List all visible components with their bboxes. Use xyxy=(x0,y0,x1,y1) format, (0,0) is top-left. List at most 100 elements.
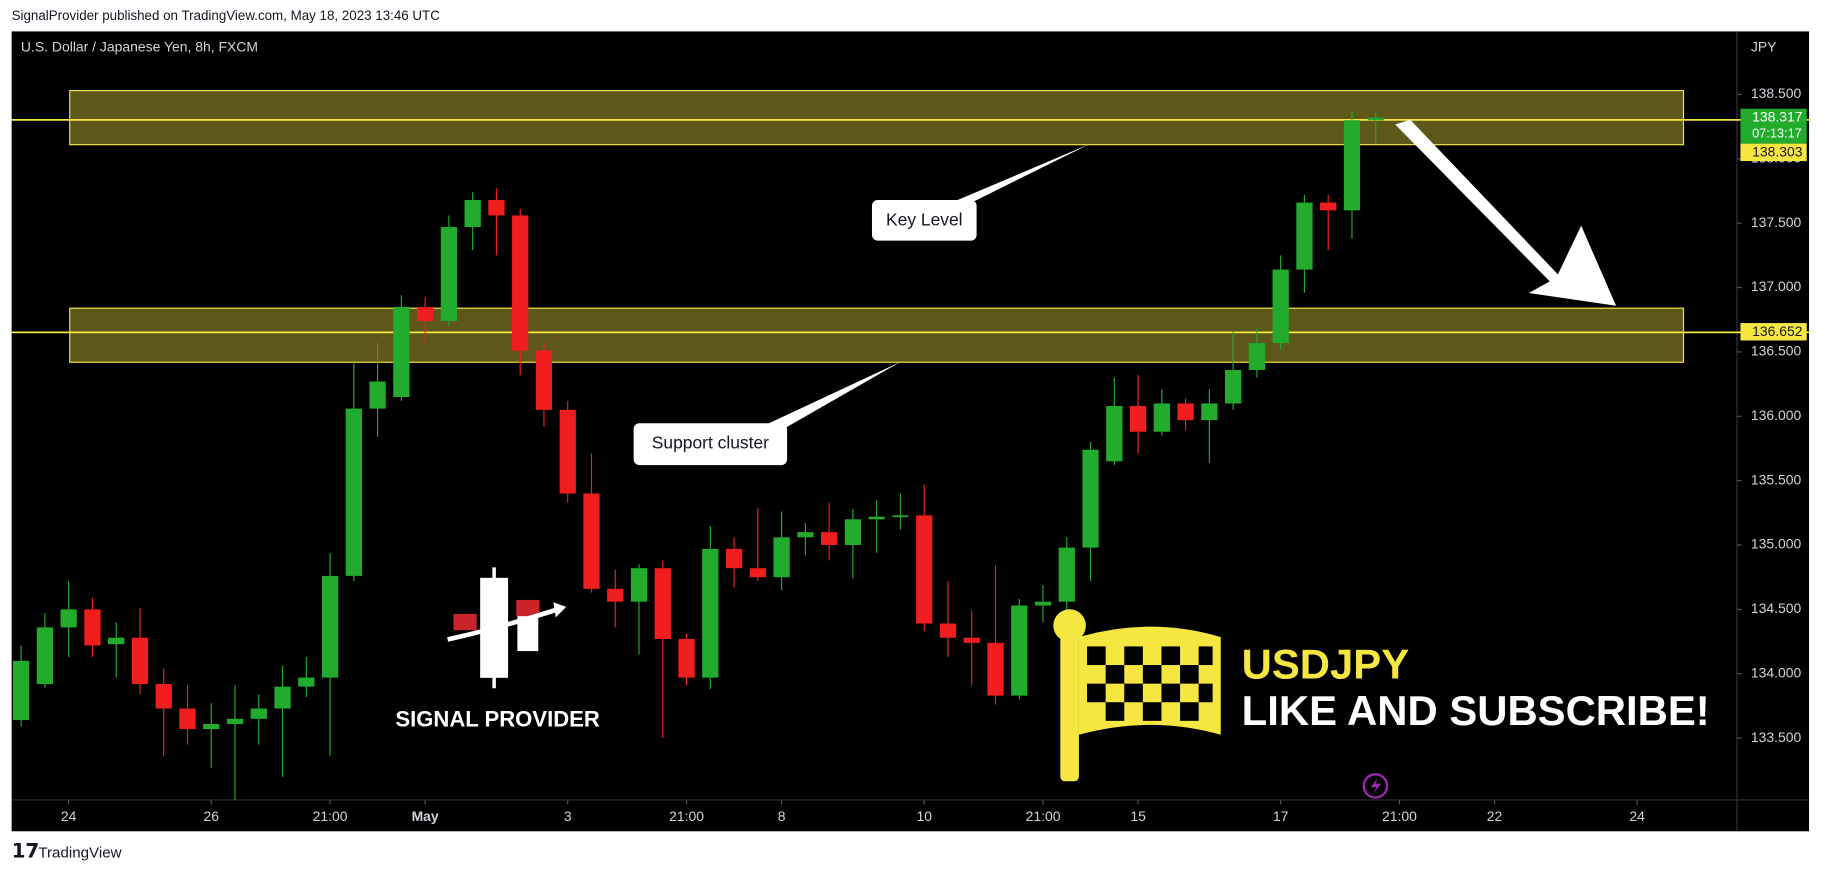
level-label-box xyxy=(1740,143,1807,162)
candle-body xyxy=(1272,269,1289,343)
candle-body xyxy=(179,708,196,730)
candle-body xyxy=(36,627,54,685)
annotation: Key Level xyxy=(886,210,963,230)
candle-body xyxy=(369,381,386,409)
candle-body xyxy=(630,568,648,602)
x-tick-label: 22 xyxy=(1487,808,1503,824)
y-tick-label: 138.500 xyxy=(1751,85,1802,101)
candle-body xyxy=(535,350,553,410)
candle-body xyxy=(440,227,458,322)
candle-body xyxy=(512,215,529,351)
footer: TradingView xyxy=(38,844,121,861)
candle-body xyxy=(321,575,339,678)
candle-body xyxy=(84,609,101,646)
candle-body xyxy=(226,718,244,724)
annotation: Support cluster xyxy=(652,433,769,453)
candle-body xyxy=(464,200,481,228)
symbol-text: USDJPY xyxy=(1242,640,1410,687)
candle-body xyxy=(654,568,671,639)
candle-body xyxy=(559,409,576,494)
replay-icon[interactable] xyxy=(1362,773,1389,799)
candle-body xyxy=(963,637,980,643)
cta-text: LIKE AND SUBSCRIBE! xyxy=(1242,687,1710,734)
x-tick-label: May xyxy=(412,808,439,824)
candle-body xyxy=(1106,405,1123,462)
candle-body xyxy=(1082,449,1099,548)
candle-body xyxy=(1153,403,1170,432)
header: SignalProvider published on TradingView.… xyxy=(12,8,441,23)
y-tick-label: 133.500 xyxy=(1751,729,1802,745)
candle-body xyxy=(678,638,695,678)
candle-body xyxy=(393,306,410,397)
candle-body xyxy=(203,723,220,730)
footer-logo: 𝟭𝟳 xyxy=(12,840,39,862)
last-price-label: 138.317 xyxy=(1752,109,1803,125)
candle-body xyxy=(416,306,434,322)
x-tick-label: 3 xyxy=(564,808,572,824)
callout-box xyxy=(871,199,977,241)
candle-body xyxy=(987,642,1004,696)
x-tick-label: 15 xyxy=(1130,808,1146,824)
candle-body xyxy=(1320,202,1337,211)
x-tick-label: 24 xyxy=(61,808,77,824)
zone xyxy=(69,307,1685,363)
y-tick-label: 134.500 xyxy=(1751,600,1802,616)
y-tick-label: 136.500 xyxy=(1751,343,1802,359)
candle-body xyxy=(1343,120,1361,211)
y-tick-label: 134.000 xyxy=(1751,664,1802,680)
candle-body xyxy=(607,588,624,602)
replay-icon-bolt xyxy=(1370,777,1382,795)
y-tick-label: 137.500 xyxy=(1751,214,1802,230)
candle-body xyxy=(1225,369,1242,404)
y-tick-label: 135.500 xyxy=(1751,471,1802,487)
candle-body xyxy=(488,200,505,216)
candle-body xyxy=(821,532,838,546)
level-label-box xyxy=(1740,323,1807,341)
chart-background xyxy=(11,31,1810,832)
candle-body xyxy=(797,532,814,538)
candle-body xyxy=(583,493,600,589)
candle-body xyxy=(298,677,315,687)
candle-body xyxy=(868,516,885,520)
candle-body xyxy=(345,408,362,576)
y-tick-label: 136.000 xyxy=(1751,407,1802,423)
candle-body xyxy=(1201,403,1218,421)
candle-body xyxy=(1248,342,1266,370)
last-price-box xyxy=(1740,108,1807,144)
x-tick-label: 17 xyxy=(1273,808,1289,824)
candle-body xyxy=(749,568,766,578)
candle-body xyxy=(250,708,267,719)
x-tick-label: 21:00 xyxy=(1382,808,1417,824)
x-tick-label: 21:00 xyxy=(669,808,704,824)
candle-body xyxy=(844,519,862,546)
candle-body xyxy=(1296,202,1313,270)
logo xyxy=(447,567,567,689)
level-label: 138.303 xyxy=(1752,144,1803,160)
candle-body xyxy=(131,637,149,685)
y-tick-label: 137.000 xyxy=(1751,278,1802,294)
candle-body xyxy=(60,609,77,628)
candle-body xyxy=(155,684,172,709)
logo-text: SIGNAL PROVIDER xyxy=(395,707,600,732)
candle-body xyxy=(702,548,719,678)
countdown-label: 07:13:17 xyxy=(1752,126,1802,141)
x-tick-label: 10 xyxy=(916,808,932,824)
x-tick-label: 24 xyxy=(1629,808,1645,824)
candle-body xyxy=(274,686,291,709)
candle-body xyxy=(916,515,933,624)
candle-body xyxy=(725,548,743,569)
candle-body xyxy=(1058,547,1075,602)
candle-body xyxy=(1034,601,1052,606)
candle-body xyxy=(1367,117,1384,121)
currency: JPY xyxy=(1751,38,1777,54)
candle-body xyxy=(1011,605,1028,696)
y-tick-label: 135.000 xyxy=(1751,536,1802,552)
candle-body xyxy=(1177,403,1194,421)
candle-body xyxy=(12,660,30,721)
x-tick-label: 26 xyxy=(203,808,219,824)
x-tick-label: 8 xyxy=(778,808,786,824)
arrow xyxy=(1395,119,1617,306)
candle-body xyxy=(1129,405,1147,432)
axes: 133.500 134.000 134.500 135.000 135.500 136.0… xyxy=(61,85,1807,824)
